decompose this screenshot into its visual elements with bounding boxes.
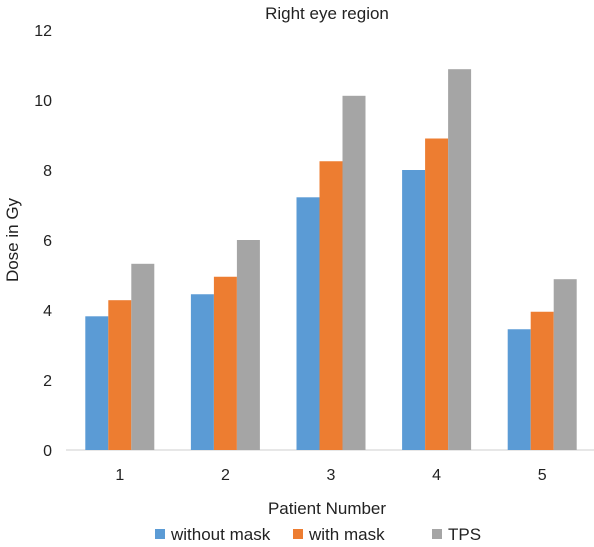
bar-TPS-patient-2 <box>236 240 260 450</box>
x-tick-label: 2 <box>221 467 230 484</box>
x-tick-label: 5 <box>538 467 547 484</box>
bars-group <box>85 69 577 451</box>
x-axis-label: Patient Number <box>268 499 386 518</box>
legend-label: TPS <box>448 525 481 544</box>
x-axis-ticks: 1 2 3 4 5 <box>115 467 546 484</box>
bar-with-mask-patient-5 <box>530 311 554 450</box>
x-tick-label: 1 <box>115 467 124 484</box>
bar-without-mask-patient-5 <box>507 329 531 450</box>
bar-without-mask-patient-3 <box>296 197 320 450</box>
bar-without-mask-patient-1 <box>85 316 109 450</box>
bar-with-mask-patient-1 <box>108 300 132 450</box>
bar-without-mask-patient-4 <box>402 170 426 450</box>
x-tick-label: 4 <box>432 467 441 484</box>
bar-with-mask-patient-2 <box>213 276 237 450</box>
y-axis-ticks: 0 2 4 6 8 10 12 <box>34 23 52 460</box>
legend: without mask with mask TPS <box>155 525 481 544</box>
y-tick-label: 8 <box>43 163 52 180</box>
bar-TPS-patient-4 <box>448 69 472 450</box>
chart-title: Right eye region <box>265 4 389 23</box>
legend-label: without mask <box>170 525 271 544</box>
x-tick-label: 3 <box>327 467 336 484</box>
legend-swatch <box>432 529 442 539</box>
legend-swatch <box>293 529 303 539</box>
bar-without-mask-patient-2 <box>190 294 214 450</box>
bar-TPS-patient-1 <box>131 263 155 450</box>
y-tick-label: 6 <box>43 233 52 250</box>
y-tick-label: 0 <box>43 443 52 460</box>
bar-TPS-patient-3 <box>342 95 366 451</box>
y-tick-label: 10 <box>34 93 52 110</box>
y-axis-label: Dose in Gy <box>3 197 22 282</box>
legend-label: with mask <box>308 525 385 544</box>
legend-swatch <box>155 529 165 539</box>
y-tick-label: 4 <box>43 303 52 320</box>
bar-with-mask-patient-4 <box>425 138 449 450</box>
bar-TPS-patient-5 <box>553 279 577 450</box>
y-tick-label: 12 <box>34 23 52 40</box>
y-tick-label: 2 <box>43 373 52 390</box>
bar-with-mask-patient-3 <box>319 161 343 450</box>
